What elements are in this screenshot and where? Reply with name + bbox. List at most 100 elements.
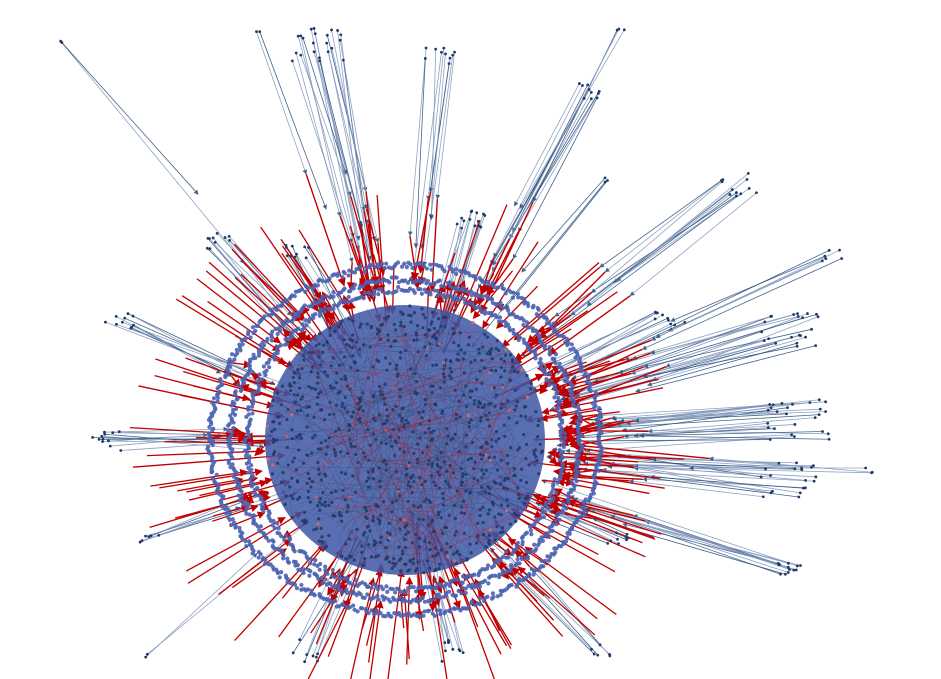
- ring-node: [565, 375, 570, 380]
- red-edge: [129, 426, 242, 438]
- core-node: [460, 474, 465, 479]
- blue-edge: [642, 345, 798, 379]
- core-node: [471, 321, 475, 325]
- core-node: [359, 396, 363, 400]
- ring-node: [511, 290, 516, 295]
- core-node: [494, 439, 498, 443]
- ring-node: [404, 264, 410, 270]
- core-node: [448, 366, 452, 370]
- core-node: [420, 307, 424, 311]
- ring-node: [355, 609, 360, 614]
- core-edge: [397, 323, 489, 543]
- blue-edge: [310, 29, 355, 238]
- core-node: [366, 485, 371, 489]
- blue-edge: [291, 60, 353, 244]
- ring-node: [596, 468, 601, 473]
- ring-node: [210, 476, 215, 481]
- ring-node: [331, 294, 336, 299]
- core-node: [339, 514, 344, 518]
- blue-edge: [574, 336, 806, 405]
- ring-node: [243, 539, 248, 544]
- core-node: [515, 400, 520, 404]
- blue-edge: [504, 180, 608, 309]
- core-node: [451, 332, 455, 336]
- red-edge: [568, 415, 598, 426]
- ring-node: [561, 444, 566, 450]
- ring-node: [251, 517, 256, 522]
- blue-edge: [326, 43, 379, 286]
- ring-node: [257, 528, 262, 533]
- ring-node: [386, 611, 391, 616]
- core-node: [520, 467, 524, 471]
- ring-node: [270, 329, 275, 334]
- core-node: [343, 395, 348, 400]
- ring-node: [301, 326, 306, 331]
- red-edge: [552, 468, 665, 489]
- core-node: [499, 357, 503, 361]
- red-edge: [196, 434, 247, 443]
- ring-node: [308, 556, 313, 561]
- core-node: [386, 314, 390, 319]
- core-node: [379, 393, 383, 397]
- peripheral-node: [138, 540, 142, 544]
- core-node: [442, 361, 446, 365]
- ring-node: [351, 286, 356, 291]
- core-node: [286, 463, 290, 467]
- core-edge: [292, 429, 368, 433]
- ring-node: [233, 523, 238, 528]
- ring-node: [260, 377, 265, 382]
- red-edge: [164, 439, 272, 447]
- peripheral-node: [103, 430, 106, 434]
- ring-node: [209, 400, 215, 405]
- ring-node: [250, 472, 255, 477]
- core-node: [327, 533, 331, 538]
- ring-node: [495, 594, 500, 599]
- blue-edge: [493, 85, 583, 258]
- ring-node: [489, 297, 495, 302]
- ring-node: [424, 266, 429, 271]
- core-node: [340, 319, 344, 323]
- ring-node: [240, 342, 245, 347]
- ring-node: [371, 581, 377, 587]
- ring-node: [360, 284, 366, 289]
- blue-edge: [507, 312, 658, 381]
- core-node: [431, 363, 435, 368]
- ring-node: [281, 556, 286, 561]
- ring-node: [347, 299, 352, 305]
- blue-edge: [596, 414, 820, 431]
- core-edge: [344, 435, 449, 481]
- peripheral-node: [826, 432, 830, 436]
- ring-node: [468, 289, 474, 294]
- ring-node: [362, 290, 367, 296]
- peripheral-node: [608, 652, 611, 656]
- peripheral-node: [589, 90, 593, 94]
- ring-node: [577, 356, 583, 361]
- core-edge: [351, 428, 448, 526]
- core-node: [461, 357, 465, 361]
- blue-edge: [628, 478, 764, 498]
- core-node: [489, 368, 494, 372]
- ring-node: [542, 345, 547, 351]
- ring-node: [500, 306, 505, 311]
- ring-node: [527, 550, 532, 555]
- core-node: [445, 442, 449, 446]
- core-node: [318, 363, 323, 367]
- blue-edge: [512, 84, 589, 233]
- ring-node: [582, 501, 587, 506]
- blue-edge: [590, 507, 781, 575]
- peripheral-node: [60, 41, 64, 44]
- peripheral-node: [223, 236, 227, 239]
- ring-node: [552, 395, 557, 400]
- ring-node: [246, 405, 251, 410]
- peripheral-node: [311, 654, 315, 658]
- ring-node: [506, 308, 511, 313]
- ring-node: [344, 604, 350, 609]
- core-edge: [312, 358, 390, 563]
- core-node: [405, 523, 409, 527]
- ring-node: [467, 273, 472, 278]
- ring-node: [562, 373, 567, 378]
- node-ring-layer: [205, 260, 605, 619]
- ring-node: [495, 285, 501, 290]
- ring-node: [334, 604, 339, 609]
- core-edge: [294, 336, 433, 356]
